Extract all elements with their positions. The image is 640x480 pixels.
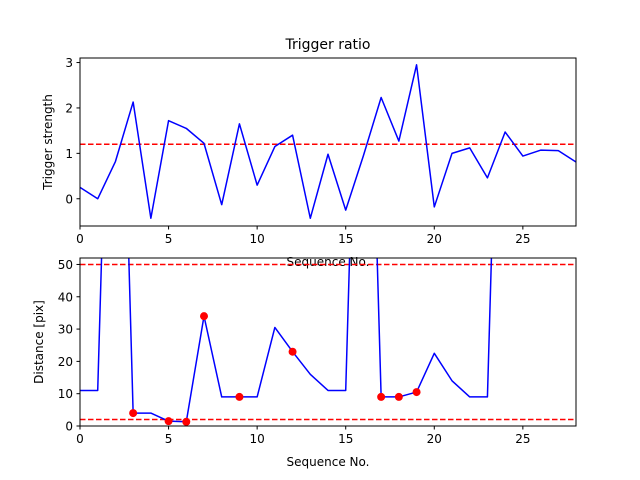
- distance-x-tick-label: 15: [338, 432, 353, 446]
- distance-y-tick-label: 0: [65, 420, 73, 434]
- distance-marker-point: [182, 417, 191, 426]
- distance-y-tick-label: 50: [58, 258, 73, 272]
- distance-marker-point: [235, 392, 244, 401]
- distance-ticks: 0 5 10 15 20 25 0 10 20 30 40 50: [58, 258, 531, 446]
- trigger-ratio-x-tick-label: 0: [76, 232, 84, 246]
- distance-y-tick-label: 20: [58, 355, 73, 369]
- distance-frame: [79, 257, 577, 427]
- trigger-ratio-y-tick-label: 0: [65, 192, 73, 206]
- trigger-ratio-x-tick-label: 25: [515, 232, 530, 246]
- distance-ylabel: Distance [pix]: [32, 300, 46, 384]
- distance-axes: 0 5 10 15 20 25 0 10 20 30 40 50 Sequence No. Dista…: [32, 257, 577, 469]
- trigger-ratio-x-tick-label: 20: [427, 232, 442, 246]
- trigger-ratio-ticks: 0 5 10 15 20 25 0 1 2 3: [65, 56, 530, 246]
- distance-marker-point: [200, 312, 208, 321]
- trigger-ratio-xlabel: Sequence No.: [287, 255, 370, 269]
- distance-x-tick-label: 5: [165, 432, 173, 446]
- distance-marker-point: [288, 347, 297, 356]
- distance-marker-point: [394, 392, 403, 401]
- distance-x-tick-label: 0: [76, 432, 84, 446]
- distance-marker-point: [164, 417, 173, 426]
- distance-marker-point: [129, 409, 138, 418]
- distance-series-line-0: [80, 258, 493, 423]
- trigger-ratio-y-tick-label: 3: [65, 56, 73, 70]
- distance-xlabel: Sequence No.: [287, 455, 370, 469]
- distance-y-tick-label: 10: [58, 387, 73, 401]
- trigger-ratio-y-tick-label: 1: [65, 147, 73, 161]
- distance-plot-area: [80, 258, 576, 426]
- trigger-ratio-title: Trigger ratio: [284, 37, 370, 53]
- trigger-ratio-y-tick-label: 2: [65, 101, 73, 115]
- trigger-ratio-plot-area: [80, 64, 576, 220]
- trigger-ratio-x-tick-label: 10: [250, 232, 265, 246]
- trigger-ratio-x-tick-label: 15: [338, 232, 353, 246]
- distance-y-tick-label: 40: [58, 290, 73, 304]
- trigger-ratio-frame: [79, 57, 577, 227]
- distance-x-tick-label: 25: [515, 432, 530, 446]
- distance-marker-point: [412, 388, 421, 397]
- trigger-ratio-series-line-0: [80, 64, 576, 220]
- distance-marker-point: [377, 392, 386, 401]
- distance-y-tick-label: 30: [58, 323, 73, 337]
- distance-x-tick-label: 20: [427, 432, 442, 446]
- distance-x-tick-label: 10: [250, 432, 265, 446]
- trigger-ratio-ylabel: Trigger strength: [41, 94, 55, 191]
- trigger-ratio-x-tick-label: 5: [165, 232, 173, 246]
